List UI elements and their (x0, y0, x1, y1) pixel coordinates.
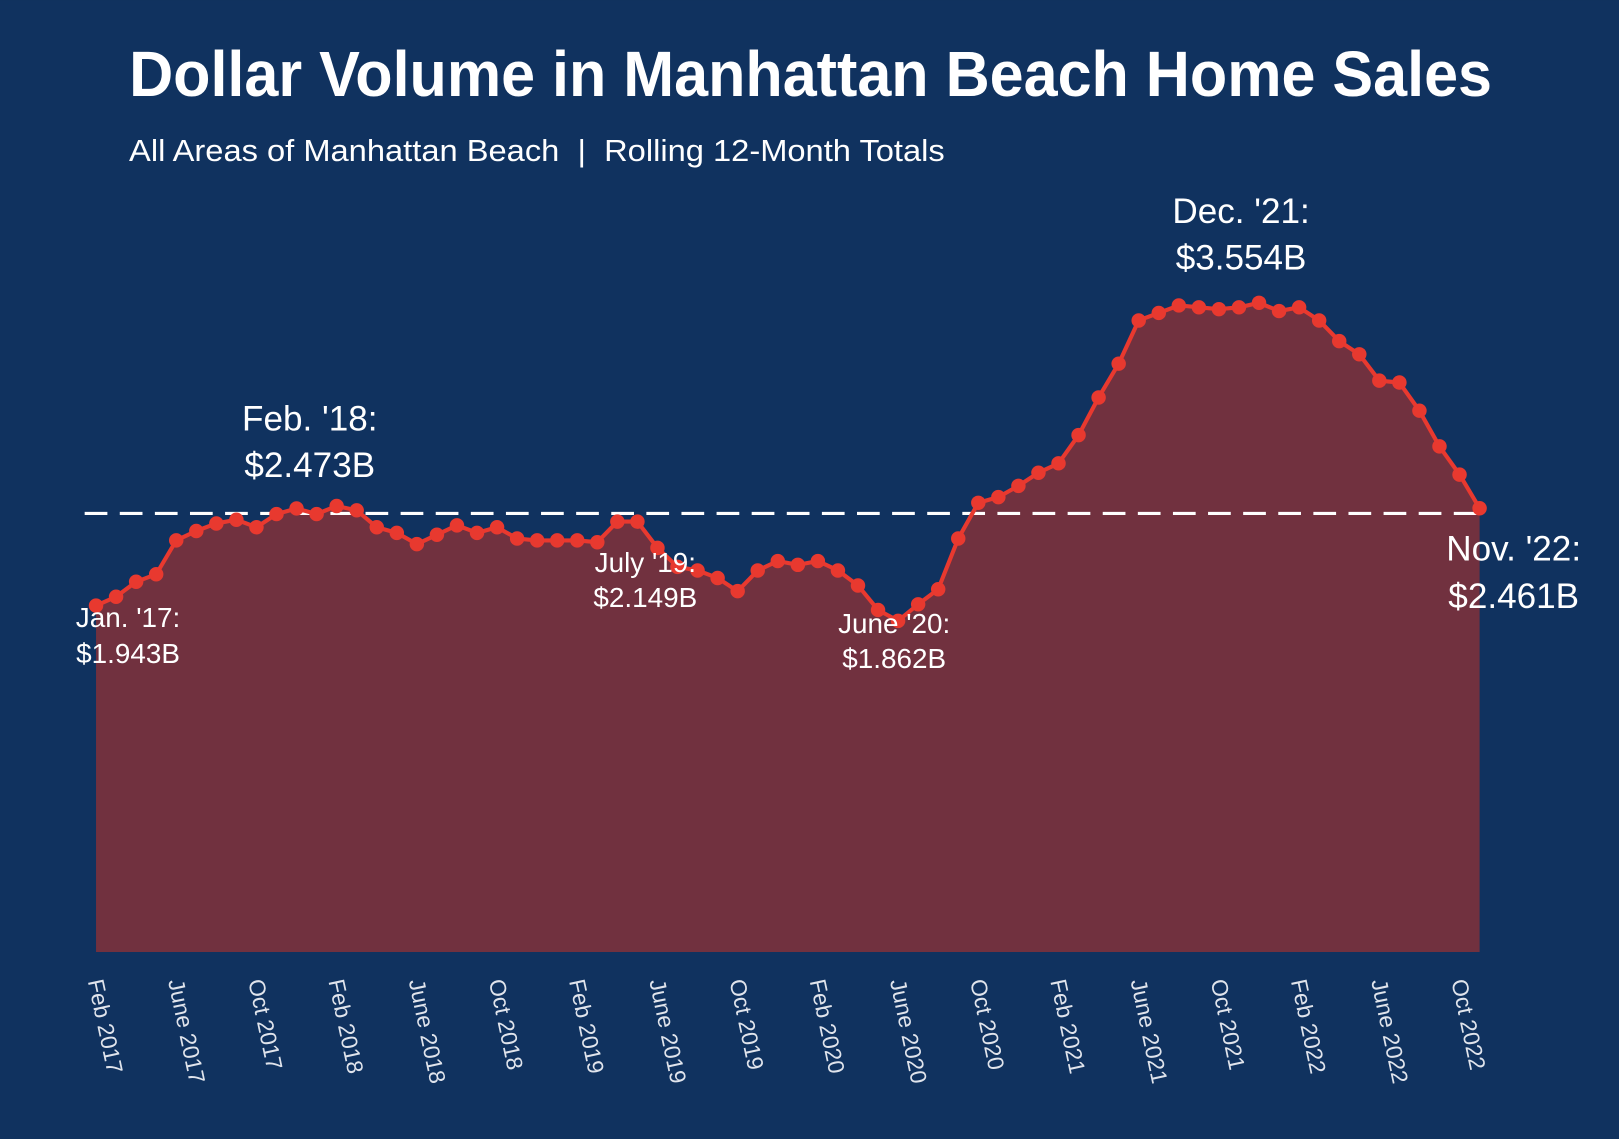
marker (750, 563, 765, 578)
marker (1011, 478, 1026, 494)
marker (1211, 301, 1227, 317)
marker (1412, 403, 1427, 418)
marker (870, 602, 886, 618)
marker (1131, 313, 1146, 328)
marker (630, 514, 645, 529)
line (95, 300, 1482, 623)
marker (1432, 439, 1447, 454)
marker (1271, 303, 1287, 319)
marker (209, 516, 224, 531)
marker (991, 489, 1006, 505)
marker (951, 531, 966, 546)
marker (850, 578, 866, 593)
marker (710, 570, 725, 586)
marker (1071, 427, 1086, 443)
marker (88, 598, 104, 613)
marker (1051, 456, 1066, 471)
marker (1472, 501, 1487, 516)
marker (249, 520, 264, 535)
annotation-value: $2.461B (1448, 577, 1579, 616)
marker (1111, 356, 1126, 371)
annotation-label: Jan. '17: (76, 602, 180, 633)
marker (409, 536, 425, 552)
marker (690, 563, 705, 578)
marker (1151, 305, 1166, 321)
marker (229, 512, 244, 527)
chart-title: Dollar Volume in Manhattan Beach Home Sa… (129, 38, 1492, 110)
marker (489, 520, 505, 535)
marker (349, 503, 364, 518)
marker (790, 557, 806, 573)
annotation-value: $2.473B (244, 446, 375, 485)
marker (148, 566, 164, 582)
marker (1392, 375, 1407, 390)
marker (670, 559, 685, 575)
annotation-value: $1.943B (76, 638, 180, 669)
marker (269, 506, 284, 522)
marker (529, 533, 545, 548)
marker (429, 527, 445, 542)
annotation-value: $2.149B (593, 582, 697, 613)
marker (1031, 465, 1046, 480)
marker (449, 518, 465, 533)
marker (108, 589, 124, 605)
marker (810, 553, 826, 569)
chart-subtitle: All Areas of Manhattan Beach | Rolling 1… (129, 133, 945, 168)
marker (309, 506, 324, 522)
marker (570, 533, 585, 548)
marker (549, 533, 565, 548)
marker (289, 501, 304, 516)
marker (1452, 467, 1467, 482)
annotation-value: $1.862B (842, 643, 946, 674)
marker (890, 613, 906, 629)
marker (830, 563, 846, 578)
marker (1191, 300, 1207, 315)
annotation-label: Feb. '18: (242, 400, 377, 439)
annotation-label: Nov. '22: (1446, 530, 1581, 569)
marker (189, 523, 204, 539)
marker (1171, 298, 1187, 313)
annotation-label: Dec. '21: (1172, 192, 1309, 231)
marker (610, 514, 625, 529)
marker (971, 495, 986, 511)
annotation-label: June '20: (838, 608, 950, 639)
marker (1251, 295, 1267, 311)
marker (910, 597, 926, 612)
area (96, 302, 1480, 953)
marker (590, 535, 605, 550)
marker (369, 520, 384, 535)
marker (1091, 390, 1106, 405)
marker (469, 525, 485, 541)
marker (509, 531, 525, 546)
marker (650, 540, 665, 556)
annotation-value: $3.554B (1176, 239, 1307, 278)
marker (128, 574, 144, 589)
marker (1231, 300, 1247, 315)
marker (930, 582, 946, 597)
marker (730, 583, 745, 599)
marker (169, 533, 184, 548)
marker (1291, 300, 1307, 315)
marker (1352, 347, 1367, 362)
annotation-label: July '19: (595, 547, 696, 578)
marker (1311, 313, 1327, 328)
marker (1331, 333, 1347, 349)
marker (389, 525, 405, 541)
marker (770, 553, 786, 569)
marker (1372, 373, 1387, 388)
marker (329, 498, 344, 514)
